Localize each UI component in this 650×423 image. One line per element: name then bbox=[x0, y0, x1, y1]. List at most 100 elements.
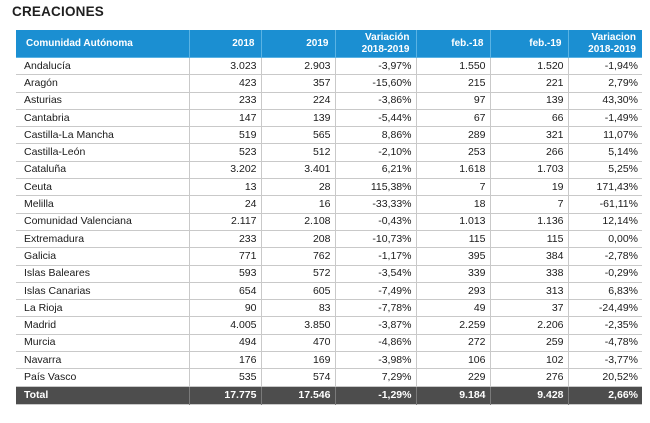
cell-value-2018: 176 bbox=[188, 351, 261, 370]
cell-value-2019: 3.401 bbox=[260, 161, 335, 180]
cell-value-feb-19: 259 bbox=[489, 334, 568, 353]
cell-value-feb-19: 384 bbox=[489, 247, 568, 266]
cell-value-2018: 535 bbox=[188, 368, 261, 387]
cell-value-2019: 208 bbox=[260, 230, 335, 249]
cell-value-2018: 147 bbox=[188, 109, 261, 128]
cell-variacion-anual: -3,98% bbox=[334, 351, 416, 370]
cell-variacion-feb: -3,77% bbox=[567, 351, 642, 370]
cell-value-feb-18: 293 bbox=[415, 282, 490, 301]
cell-variacion-anual: -3,86% bbox=[334, 92, 416, 110]
cell-value-2018: 24 bbox=[188, 195, 261, 214]
cell-variacion-anual: 8,86% bbox=[334, 126, 416, 145]
cell-value-feb-18: 2.259 bbox=[415, 316, 490, 335]
table-row: Castilla-La Mancha 519 565 8,86% 289 321 11,07… bbox=[16, 126, 642, 145]
cell-variacion-feb: -61,11% bbox=[567, 195, 642, 214]
cell-variacion-feb: -1,94% bbox=[567, 57, 642, 76]
cell-variacion-anual: 6,21% bbox=[334, 161, 416, 180]
cell-region: Castilla-León bbox=[16, 143, 189, 162]
cell-region: Galicia bbox=[16, 247, 189, 266]
cell-value-feb-19: 266 bbox=[489, 143, 568, 162]
table-row: Extremadura 233 208 -10,73% 115 115 0,00% bbox=[16, 230, 642, 249]
cell-value-feb-18: 215 bbox=[415, 74, 490, 93]
cell-region: Islas Baleares bbox=[16, 265, 189, 283]
total-cell-value-feb-18: 9.184 bbox=[415, 386, 490, 405]
cell-value-2019: 16 bbox=[260, 195, 335, 214]
cell-region: Cataluña bbox=[16, 161, 189, 180]
cell-value-feb-19: 19 bbox=[489, 178, 568, 197]
cell-variacion-feb: 43,30% bbox=[567, 92, 642, 110]
cell-value-feb-18: 289 bbox=[415, 126, 490, 145]
cell-variacion-feb: -0,29% bbox=[567, 265, 642, 283]
table-row: Cantabria 147 139 -5,44% 67 66 -1,49% bbox=[16, 109, 642, 128]
cell-variacion-feb: 12,14% bbox=[567, 213, 642, 231]
total-row: Total 17.775 17.546 -1,29% 9.184 9.428 2,66% bbox=[16, 386, 642, 405]
cell-variacion-anual: -3,54% bbox=[334, 265, 416, 283]
cell-value-feb-18: 7 bbox=[415, 178, 490, 197]
cell-region: Asturias bbox=[16, 92, 189, 110]
cell-variacion-feb: 20,52% bbox=[567, 368, 642, 387]
header-feb-18: feb.-18 bbox=[415, 30, 490, 58]
cell-value-feb-19: 7 bbox=[489, 195, 568, 214]
header-2018: 2018 bbox=[188, 30, 261, 58]
cell-value-feb-19: 221 bbox=[489, 74, 568, 93]
table-row: Galicia 771 762 -1,17% 395 384 -2,78% bbox=[16, 247, 642, 266]
table-row: Ceuta 13 28 115,38% 7 19 171,43% bbox=[16, 178, 642, 197]
cell-value-feb-18: 339 bbox=[415, 265, 490, 283]
table-row: Castilla-León 523 512 -2,10% 253 266 5,14% bbox=[16, 143, 642, 162]
cell-value-2019: 28 bbox=[260, 178, 335, 197]
cell-value-feb-19: 37 bbox=[489, 299, 568, 318]
cell-variacion-anual: -33,33% bbox=[334, 195, 416, 214]
cell-value-2018: 494 bbox=[188, 334, 261, 353]
cell-variacion-feb: -2,35% bbox=[567, 316, 642, 335]
cell-variacion-anual: 115,38% bbox=[334, 178, 416, 197]
cell-region: Comunidad Valenciana bbox=[16, 213, 189, 231]
cell-value-feb-18: 272 bbox=[415, 334, 490, 353]
cell-value-feb-19: 276 bbox=[489, 368, 568, 387]
table-row: Comunidad Valenciana 2.117 2.108 -0,43% 1.01… bbox=[16, 213, 642, 231]
cell-variacion-anual: -7,49% bbox=[334, 282, 416, 301]
cell-value-feb-19: 1.136 bbox=[489, 213, 568, 231]
cell-value-2019: 574 bbox=[260, 368, 335, 387]
cell-value-2019: 470 bbox=[260, 334, 335, 353]
cell-value-feb-18: 1.550 bbox=[415, 57, 490, 76]
header-comunidad: Comunidad Autónoma bbox=[16, 30, 189, 58]
cell-value-2018: 654 bbox=[188, 282, 261, 301]
cell-region: Cantabria bbox=[16, 109, 189, 128]
total-cell-value-feb-19: 9.428 bbox=[489, 386, 568, 405]
cell-region: Melilla bbox=[16, 195, 189, 214]
cell-value-2018: 2.117 bbox=[188, 213, 261, 231]
cell-variacion-anual: -4,86% bbox=[334, 334, 416, 353]
cell-value-feb-19: 321 bbox=[489, 126, 568, 145]
cell-region: Andalucía bbox=[16, 57, 189, 76]
table-row: Melilla 24 16 -33,33% 18 7 -61,11% bbox=[16, 195, 642, 214]
table-row: La Rioja 90 83 -7,78% 49 37 -24,49% bbox=[16, 299, 642, 318]
cell-value-feb-18: 229 bbox=[415, 368, 490, 387]
total-cell-variacion-anual: -1,29% bbox=[334, 386, 416, 405]
header-feb-19: feb.-19 bbox=[489, 30, 568, 58]
page-title: CREACIONES bbox=[12, 4, 105, 19]
cell-variacion-feb: 2,79% bbox=[567, 74, 642, 93]
cell-variacion-anual: -3,87% bbox=[334, 316, 416, 335]
cell-value-feb-18: 18 bbox=[415, 195, 490, 214]
cell-value-2019: 605 bbox=[260, 282, 335, 301]
cell-value-feb-19: 1.520 bbox=[489, 57, 568, 76]
cell-value-2019: 3.850 bbox=[260, 316, 335, 335]
table-row: Aragón 423 357 -15,60% 215 221 2,79% bbox=[16, 74, 642, 93]
cell-value-2018: 3.023 bbox=[188, 57, 261, 76]
cell-variacion-anual: -5,44% bbox=[334, 109, 416, 128]
cell-variacion-feb: -2,78% bbox=[567, 247, 642, 266]
header-variacion-anual: Variación 2018-2019 bbox=[334, 30, 416, 58]
cell-value-2018: 519 bbox=[188, 126, 261, 145]
cell-value-feb-18: 115 bbox=[415, 230, 490, 249]
cell-value-feb-18: 395 bbox=[415, 247, 490, 266]
cell-value-feb-18: 67 bbox=[415, 109, 490, 128]
cell-value-2018: 423 bbox=[188, 74, 261, 93]
cell-value-2019: 224 bbox=[260, 92, 335, 110]
cell-variacion-anual: 7,29% bbox=[334, 368, 416, 387]
cell-value-2019: 565 bbox=[260, 126, 335, 145]
cell-region: País Vasco bbox=[16, 368, 189, 387]
cell-value-2019: 2.903 bbox=[260, 57, 335, 76]
header-variacion-feb: Variacion 2018-2019 bbox=[567, 30, 642, 58]
cell-value-2018: 13 bbox=[188, 178, 261, 197]
cell-value-feb-19: 66 bbox=[489, 109, 568, 128]
